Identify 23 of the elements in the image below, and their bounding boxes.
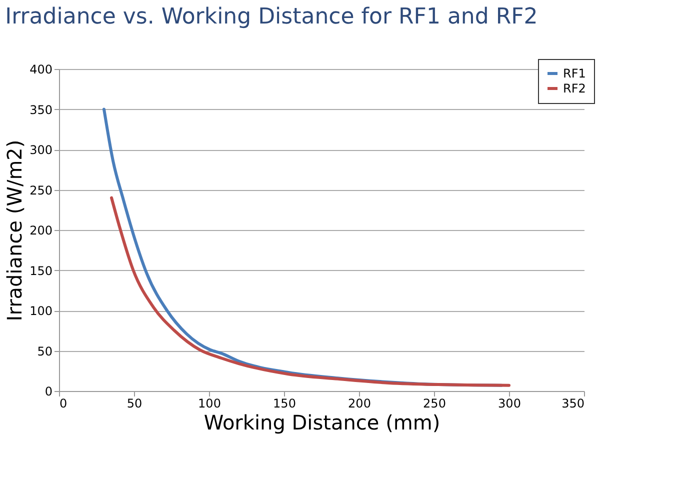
x-tick-label: 100 (198, 396, 221, 410)
y-tick-label: 50 (37, 344, 52, 358)
x-tick-label: 50 (126, 396, 142, 410)
y-tick-label: 350 (30, 102, 52, 117)
y-tick-label: 250 (30, 183, 52, 198)
x-tick-label: 0 (60, 396, 68, 410)
y-axis-title: Irradiance (W/m2) (2, 140, 27, 322)
chart-title: Irradiance vs. Working Distance for RF1 and RF2 (5, 4, 538, 30)
y-tick-label: 100 (30, 304, 52, 318)
y-tick-label: 150 (30, 264, 52, 278)
y-tick-label: 0 (44, 384, 52, 398)
x-tick-label: 200 (348, 396, 371, 410)
y-tick-label: 300 (30, 143, 52, 157)
y-tick-label: 400 (30, 62, 52, 76)
x-tick-label: 150 (273, 396, 296, 410)
x-axis-title: Working Distance (mm) (204, 410, 440, 434)
line-series (110, 196, 510, 387)
x-tick-label: 250 (423, 396, 446, 410)
legend-label: RF2 (563, 82, 586, 96)
legend-label: RF1 (563, 66, 586, 80)
x-tick-label: 350 (562, 396, 584, 410)
y-tick-label: 200 (30, 224, 52, 238)
x-tick-label: 300 (498, 396, 521, 410)
